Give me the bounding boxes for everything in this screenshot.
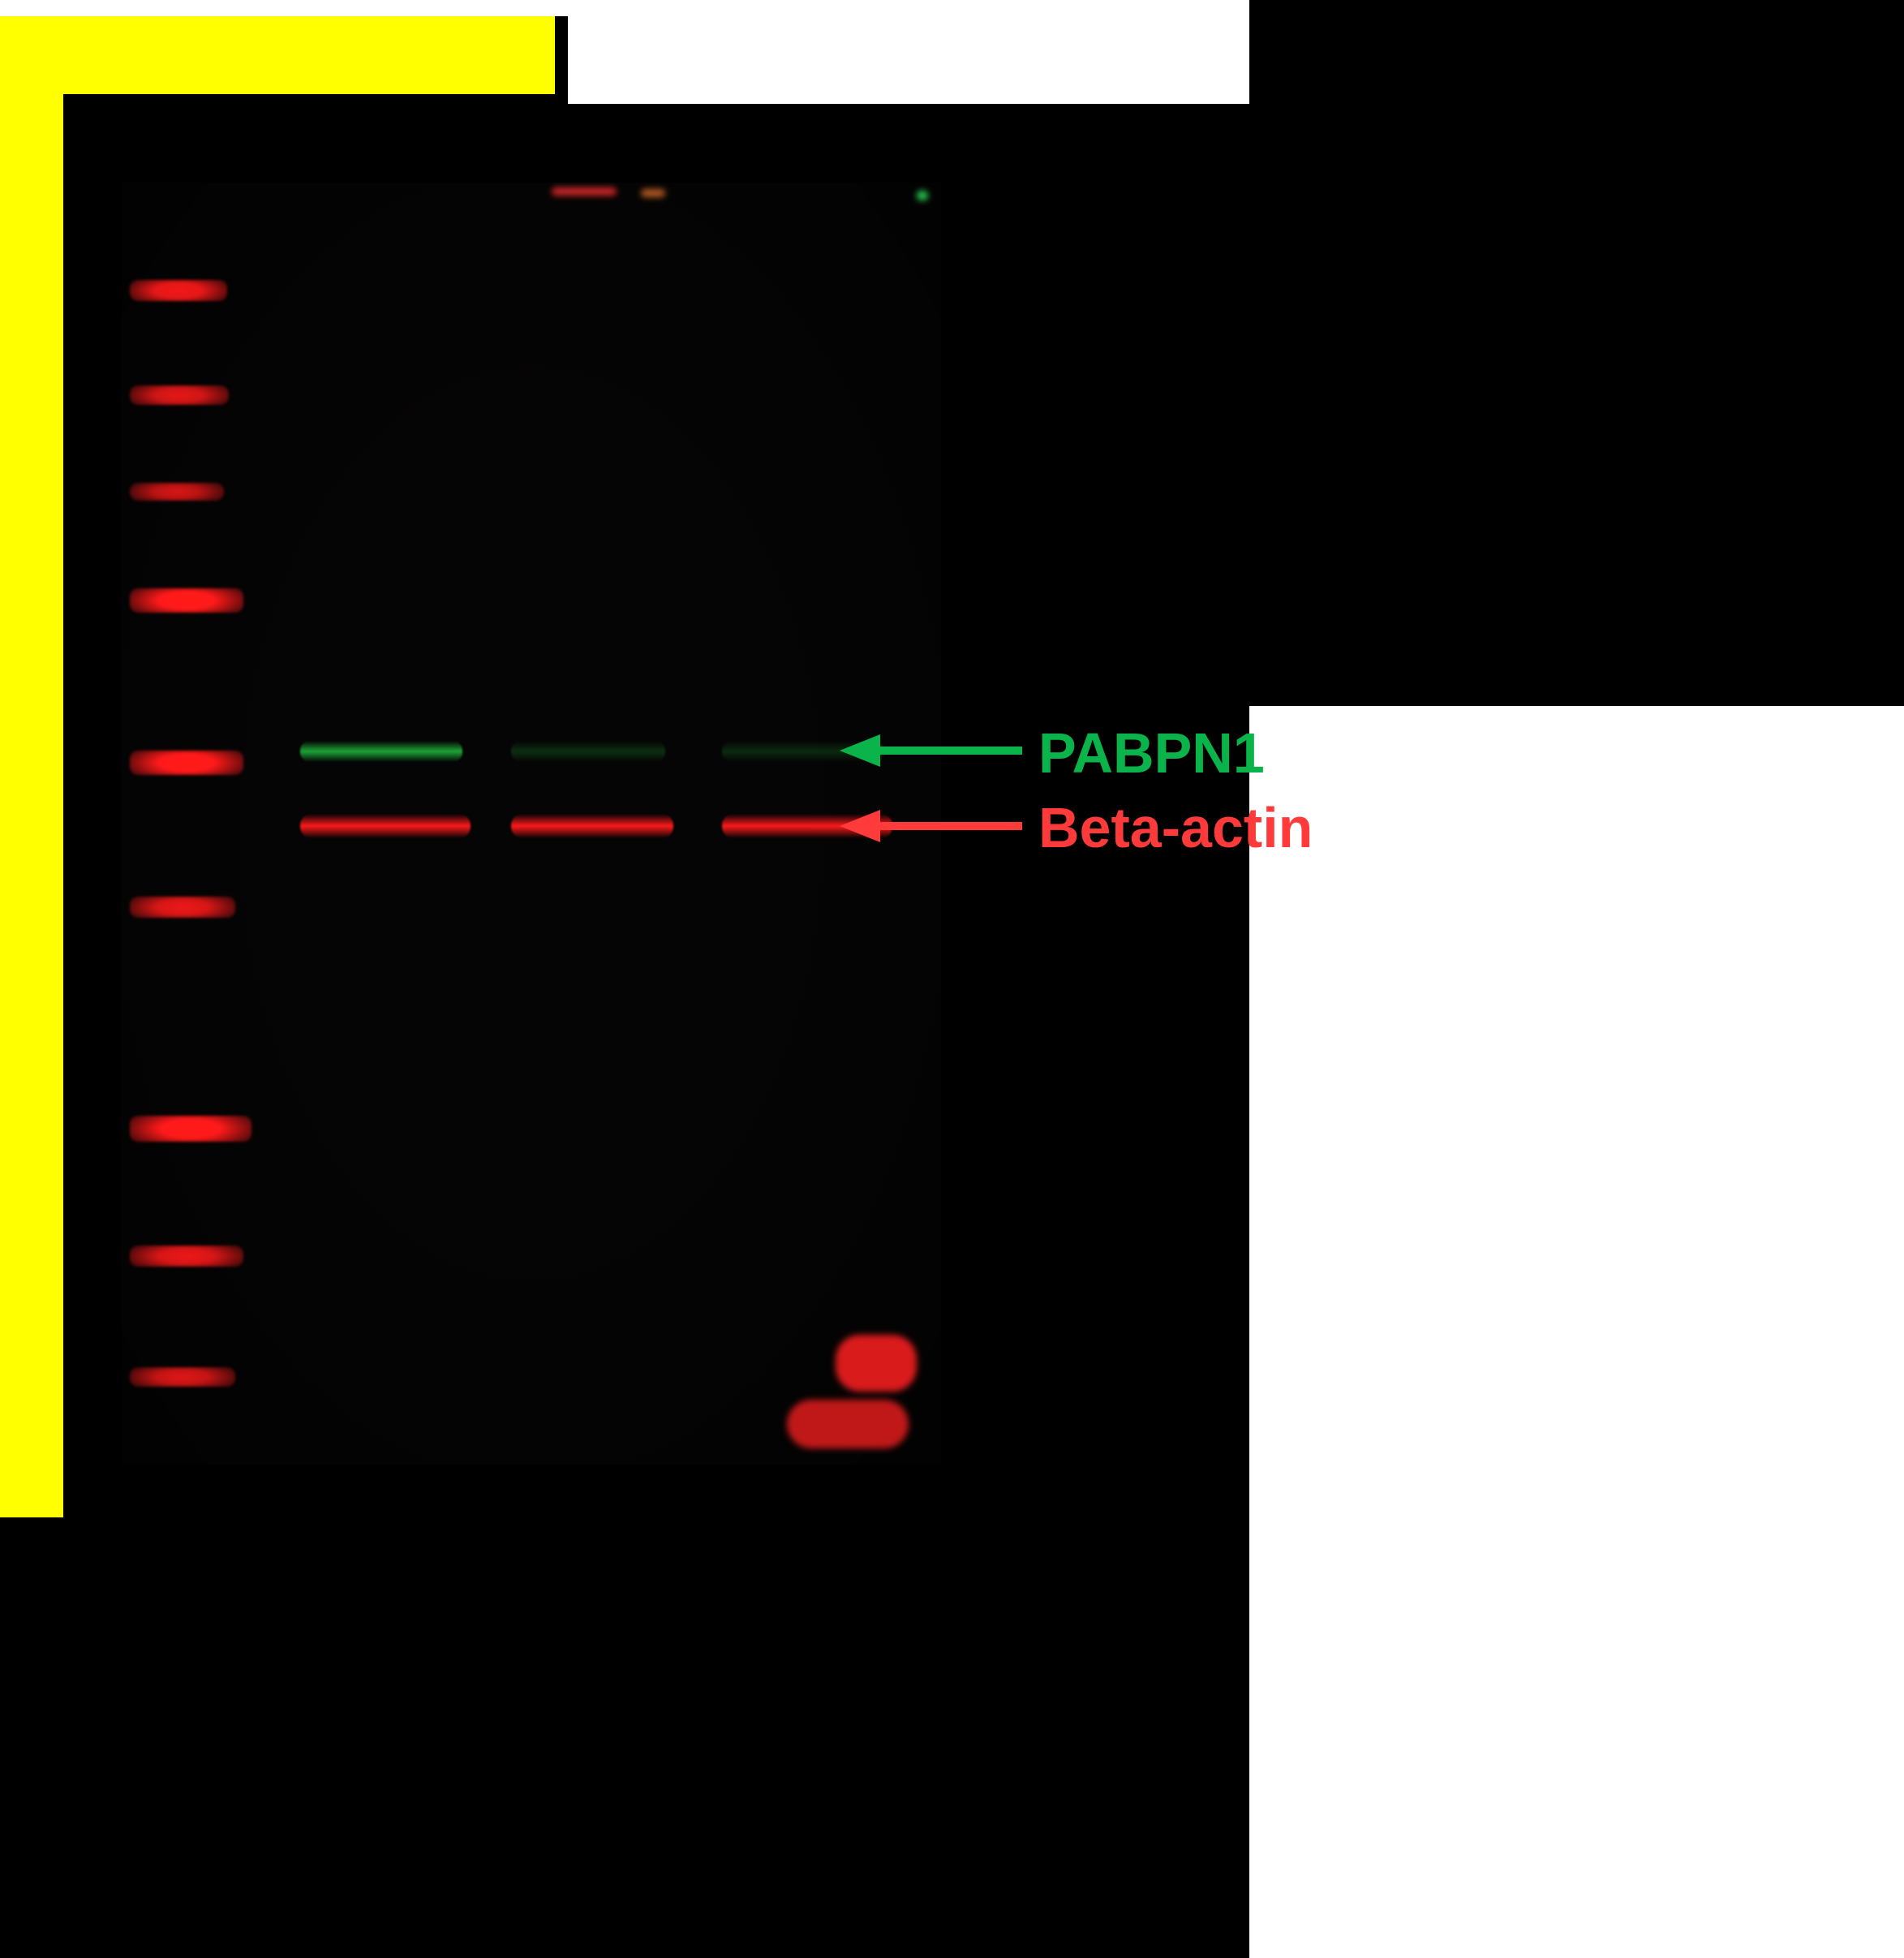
blot-artifact-0 <box>552 187 617 196</box>
pabpn1-label: PABPN1 <box>1038 721 1265 785</box>
beta-actin-band-lane-0 <box>300 814 471 838</box>
white-region-1 <box>1249 706 1904 1958</box>
figure-canvas: PABPN1 Beta-actin <box>0 0 1904 1958</box>
white-region-0 <box>568 0 1249 104</box>
blot-artifact-2 <box>917 191 928 200</box>
ladder-band-3 <box>130 588 243 613</box>
beta-actin-band-lane-1 <box>511 814 673 838</box>
beta-actin-arrow <box>840 802 1030 850</box>
yellow-region-0 <box>0 16 555 94</box>
blot-artifact-3 <box>836 1335 917 1392</box>
blot-artifact-1 <box>641 189 665 197</box>
western-blot <box>122 183 941 1465</box>
ladder-band-1 <box>130 385 229 405</box>
yellow-region-1 <box>0 16 63 1517</box>
pabpn1-band-lane-1 <box>511 741 665 762</box>
pabpn1-arrow <box>840 726 1030 775</box>
ladder-band-7 <box>130 1246 243 1267</box>
beta-actin-label: Beta-actin <box>1038 795 1313 860</box>
ladder-band-2 <box>130 483 224 501</box>
black-region-1 <box>1249 0 1904 105</box>
ladder-band-6 <box>130 1116 251 1142</box>
ladder-band-4 <box>130 751 243 775</box>
ladder-band-5 <box>130 897 235 918</box>
ladder-band-0 <box>130 280 227 301</box>
blot-artifact-4 <box>787 1400 909 1448</box>
ladder-band-8 <box>130 1367 235 1387</box>
pabpn1-band-lane-0 <box>300 741 462 762</box>
